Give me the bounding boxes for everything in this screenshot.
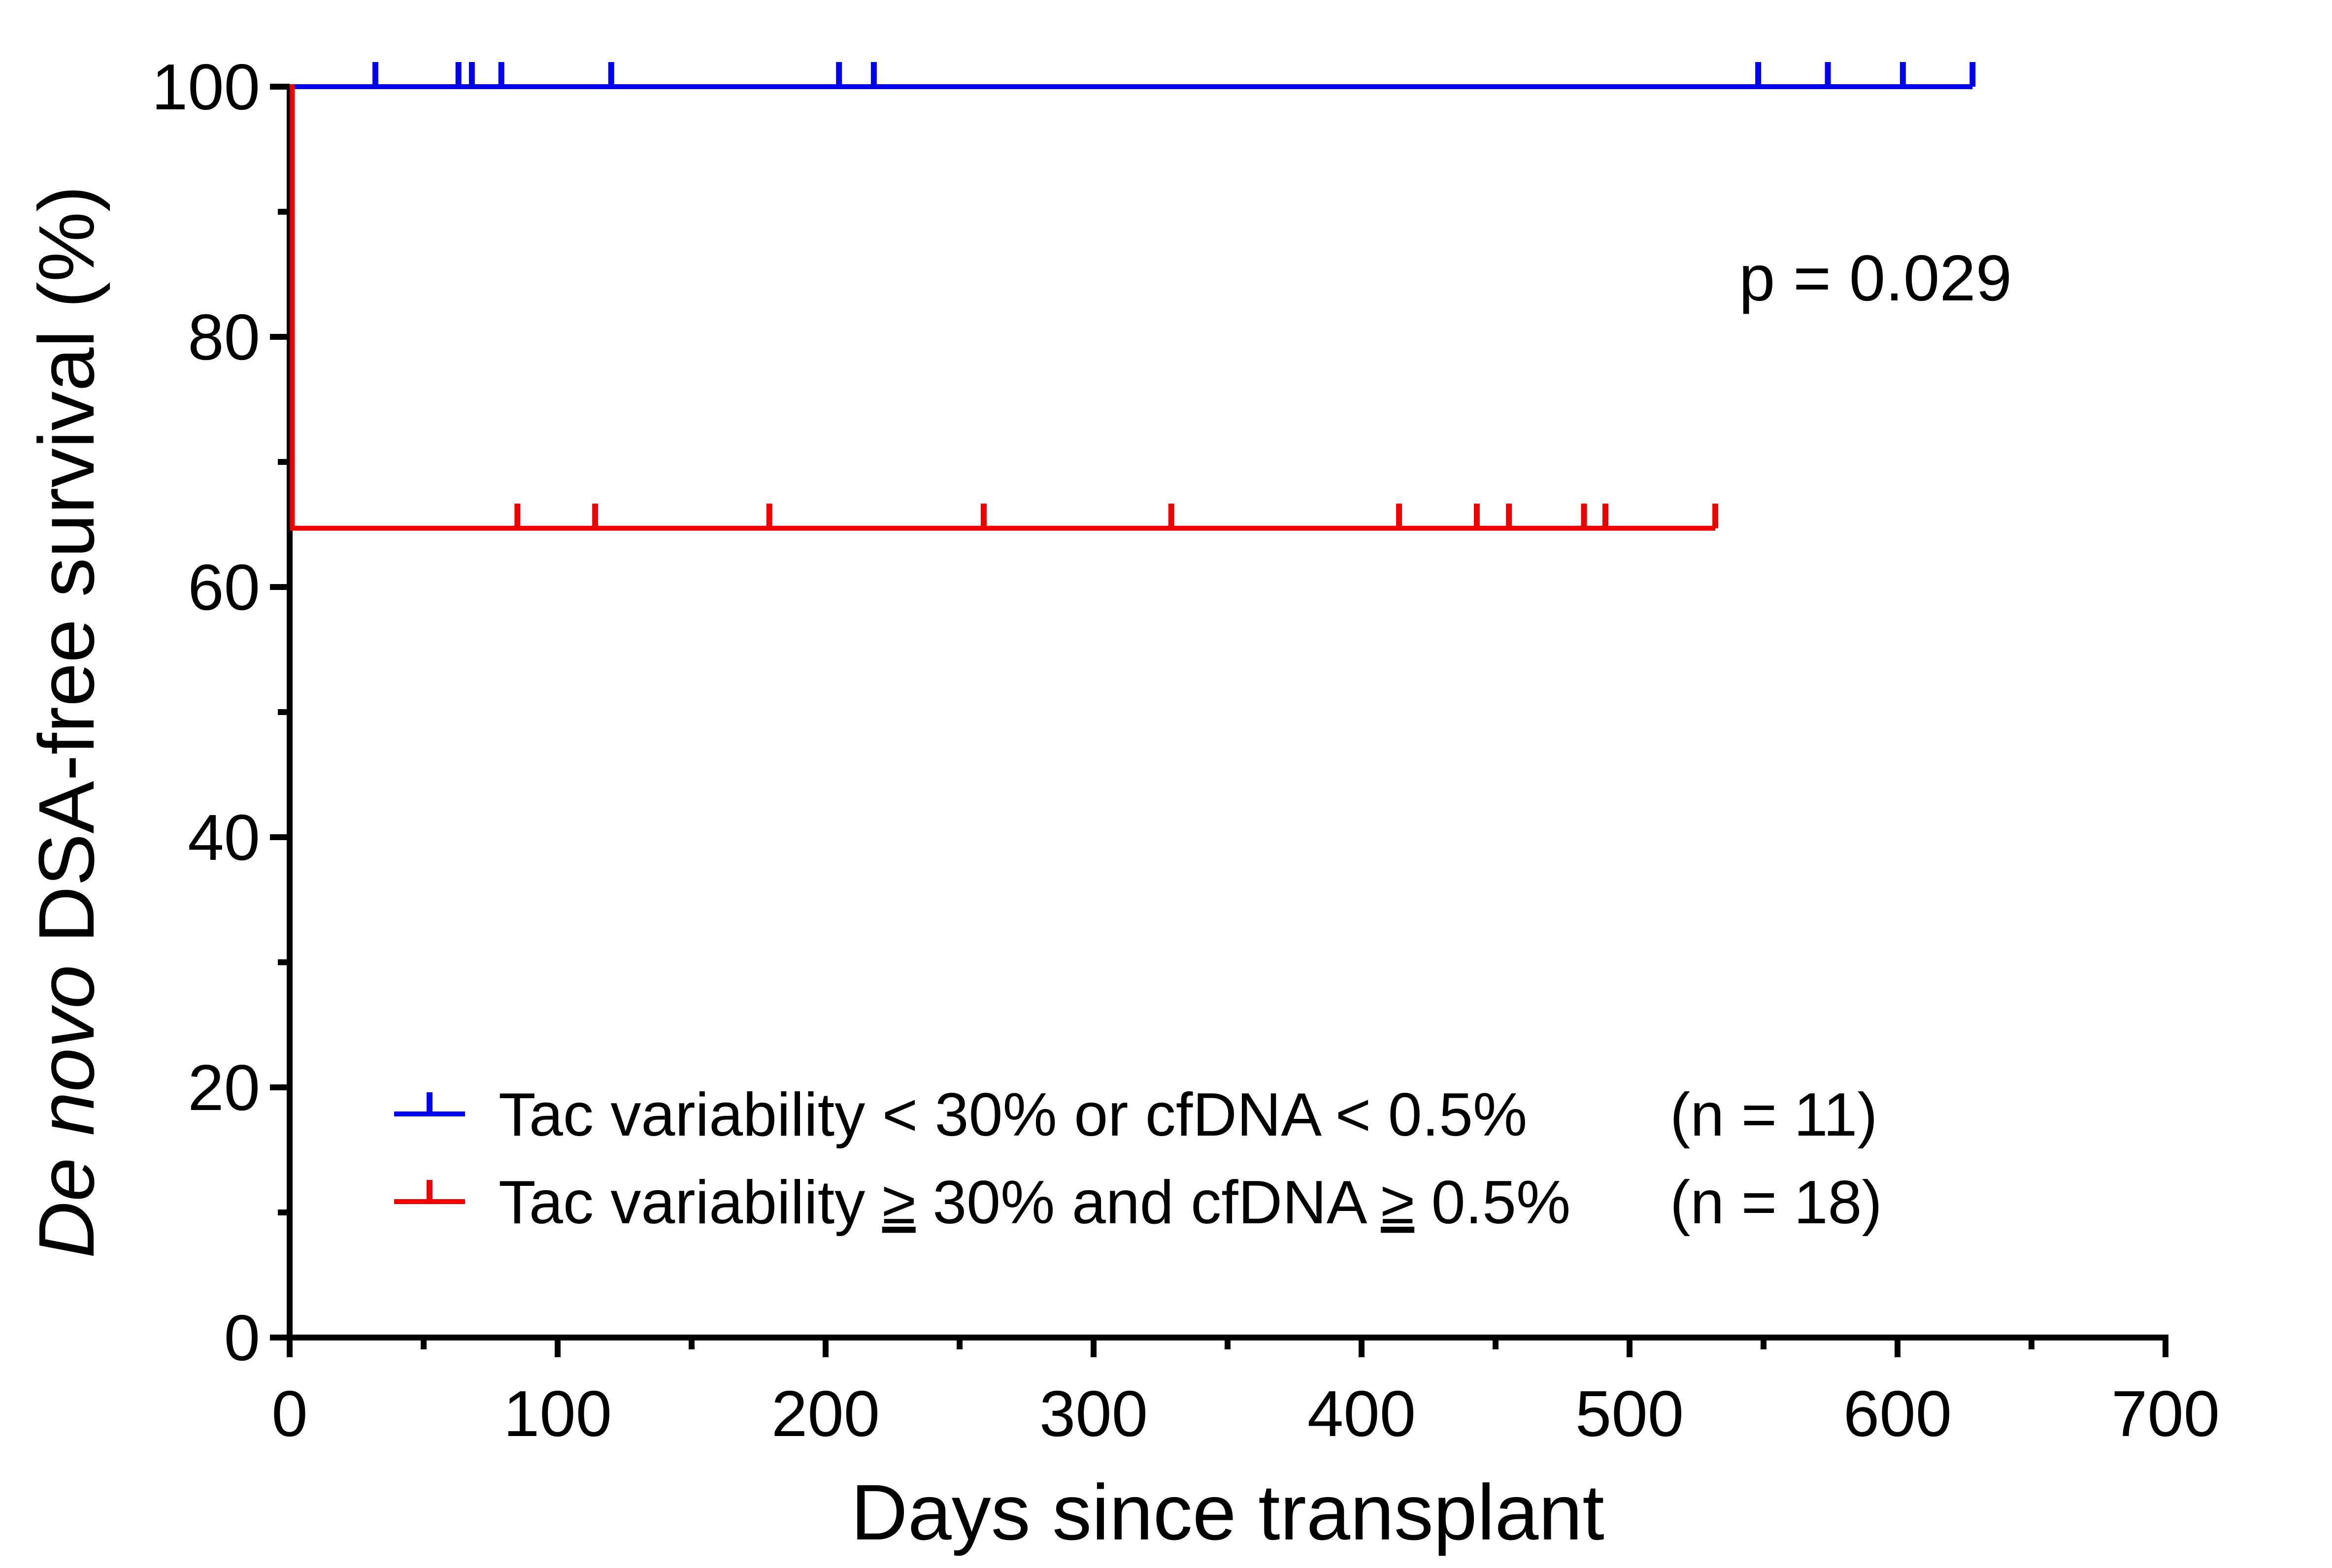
x-tick-label: 0 [271,1377,307,1450]
x-tick-label: 200 [771,1377,880,1450]
legend-entry-red: Tac variability ≥ 30% and cfDNA ≥ 0.5% (… [394,1169,1882,1237]
y-axis-title-rest: DSA-free survival (%) [22,186,110,965]
y-tick-label: 80 [188,301,260,373]
survival-line-series-1 [290,84,1716,531]
survival-curves [290,62,1976,531]
legend-entry-blue: Tac variability < 30% or cfDNA < 0.5% (n… [394,1081,1878,1149]
x-tick-label: 300 [1039,1377,1148,1450]
ge-symbol: ≥ [1381,1169,1414,1237]
legend-n-red: (n = 18) [1670,1169,1882,1237]
y-tick-label: 20 [188,1051,260,1124]
legend-label-red: Tac variability ≥ 30% and cfDNA ≥ 0.5% [499,1169,1570,1237]
x-axis: 0 100 200 300 400 500 600 700 [271,1335,2220,1450]
y-tick-label: 60 [188,551,260,623]
legend-label-blue: Tac variability < 30% or cfDNA < 0.5% [499,1081,1527,1149]
legend-n-blue: (n = 11) [1670,1081,1878,1149]
x-tick-label: 600 [1843,1377,1952,1450]
legend-label-red-prefix: Tac variability [499,1169,882,1237]
y-axis-title-italic: De novo [22,965,110,1258]
x-tick-label: 500 [1575,1377,1684,1450]
legend-label-red-suffix: 0.5% [1414,1169,1570,1237]
y-axis: 0 20 40 60 80 100 [152,51,293,1374]
x-axis-title: Days since transplant [851,1468,1604,1556]
x-tick-label: 400 [1307,1377,1416,1450]
y-axis-title: De novo DSA-free survival (%) [22,186,110,1258]
y-tick-label: 100 [152,51,260,123]
legend: Tac variability < 30% or cfDNA < 0.5% (n… [394,1081,1882,1237]
y-tick-label: 40 [188,801,260,874]
x-tick-label: 100 [503,1377,612,1450]
p-value-annotation: p = 0.029 [1739,242,2012,314]
legend-label-red-middle: 30% and cfDNA [916,1169,1381,1237]
ge-symbol: ≥ [882,1169,916,1237]
y-tick-label: 0 [224,1302,260,1374]
x-tick-label: 700 [2111,1377,2220,1450]
